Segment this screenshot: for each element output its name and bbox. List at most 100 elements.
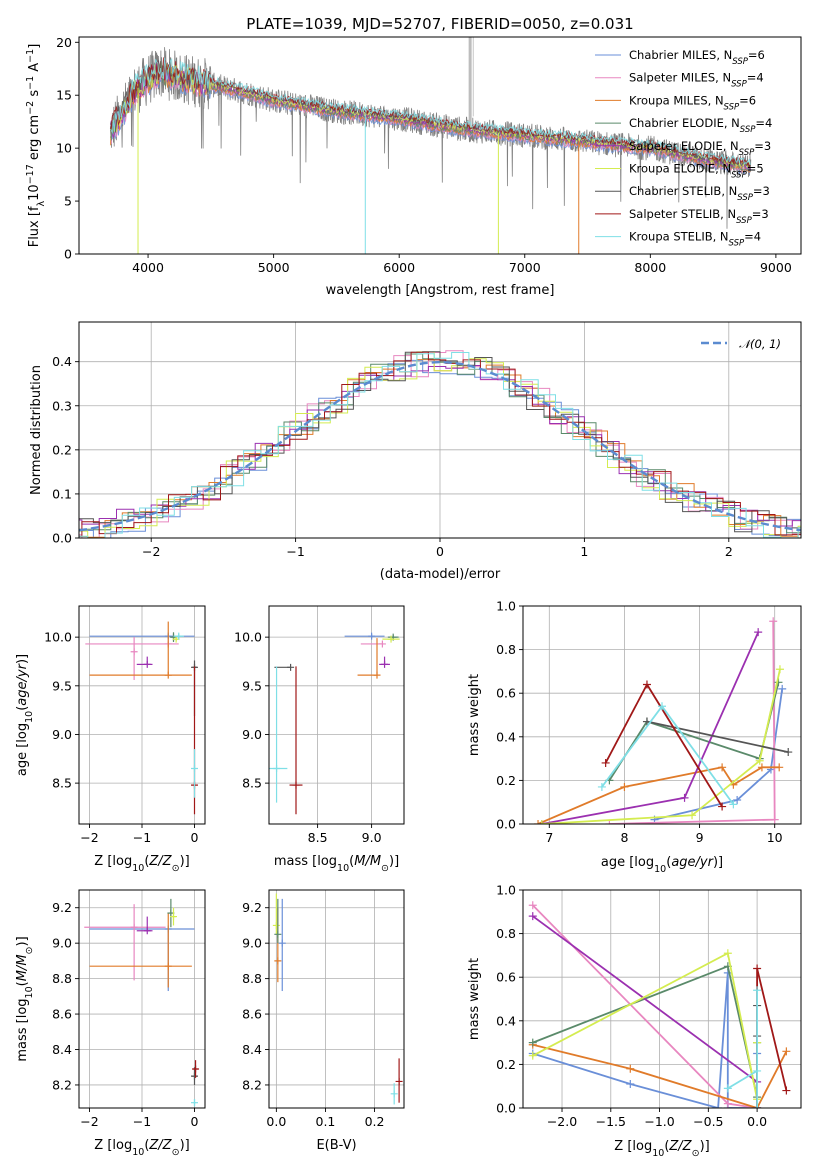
legend-label-chabrier_miles: Chabrier MILES, NSSP=6 — [629, 48, 765, 67]
y-axis-label: mass [log10(M/M⊙)] — [15, 936, 35, 1061]
y-tick-label: 0.0 — [52, 531, 72, 546]
x-tick-label: 0 — [436, 544, 444, 559]
legend-label-part: SSP — [737, 193, 753, 203]
y-tick-label: 9.0 — [242, 936, 262, 951]
weight-line-chabrier_miles — [532, 972, 758, 1108]
x-tick-label: 0.0 — [747, 1114, 767, 1129]
legend-label-part: Salpeter ELODIE, N — [629, 139, 739, 153]
weight-line-salpeter_stelib — [756, 968, 788, 1108]
point-marker-chabrier_stelib — [287, 663, 295, 671]
histogram-chabrier_stelib — [79, 351, 801, 533]
weight-marker-kroupa_miles — [718, 763, 727, 772]
y-tick-label: 0.6 — [496, 686, 516, 701]
label-part: Z/Z — [668, 1139, 692, 1154]
label-part: ⊙ — [692, 1148, 700, 1159]
x-tick-label: 0.2 — [365, 1114, 385, 1129]
y-axis-label: mass weight — [467, 674, 482, 756]
weight-marker-salpeter_stelib — [753, 964, 762, 973]
label-part: 10 — [24, 711, 35, 723]
label-part: Z/Z — [148, 1138, 172, 1153]
weight-marker-salpeter_miles — [528, 901, 537, 910]
y-tick-label: 0.3 — [52, 398, 72, 413]
weight-line-kroupa_stelib — [727, 990, 758, 1108]
y-tick-label: 8.8 — [52, 971, 72, 986]
label-part: 10 — [24, 986, 35, 998]
y-tick-label: 0.2 — [52, 442, 72, 457]
weight-marker-kroupa_stelib — [753, 1104, 762, 1108]
x-tick-label: −1.0 — [644, 1114, 674, 1129]
y-tick-label: 10 — [56, 141, 72, 156]
plot-area — [79, 350, 801, 538]
y-tick-label: 9.2 — [52, 900, 72, 915]
label-part: 10 — [132, 1147, 144, 1158]
x-axis-label: Z [log10(Z/Z⊙)] — [94, 854, 189, 874]
x-axis-label: E(B-V) — [316, 1138, 356, 1153]
weight-marker-salpeter_elodie — [754, 628, 763, 637]
label-part: 10 — [337, 863, 349, 874]
label-part: −1 — [25, 76, 36, 90]
point-marker-kroupa_miles — [274, 957, 282, 965]
legend-label-part: =4 — [747, 71, 764, 85]
label-part: 10 — [654, 864, 666, 875]
y-tick-label: 9.0 — [52, 727, 72, 742]
point-marker-kroupa_stelib — [175, 632, 183, 640]
weight-marker-kroupa_miles — [620, 782, 629, 791]
point-marker-salpeter_stelib — [292, 781, 300, 789]
label-part: ⊙ — [24, 947, 35, 955]
point-marker-kroupa_elodie — [170, 913, 177, 921]
y-tick-label: 1.0 — [496, 883, 516, 898]
plot-area — [109, 37, 752, 254]
legend-label-normal: 𝒩(0, 1) — [739, 337, 781, 351]
label-part: s — [27, 90, 42, 101]
point-marker-salpeter_stelib — [395, 1077, 403, 1085]
y-tick-label: 0.8 — [496, 642, 516, 657]
legend-label-part: =4 — [755, 116, 772, 130]
label-part: mass [log — [15, 998, 30, 1061]
y-tick-label: 8.2 — [52, 1077, 72, 1092]
legend-label-chabrier_elodie: Chabrier ELODIE, NSSP=4 — [629, 116, 772, 135]
legend-label-salpeter_stelib: Salpeter STELIB, NSSP=3 — [629, 207, 769, 226]
label-part: E(B-V) — [316, 1138, 356, 1153]
normal-reference-curve — [79, 360, 801, 532]
weight-marker-salpeter_elodie — [680, 793, 689, 802]
x-tick-label: −0.5 — [693, 1114, 723, 1129]
weight-marker-kroupa_miles — [775, 763, 784, 772]
plot-area — [84, 898, 200, 1107]
label-part: 10 — [27, 184, 42, 201]
x-tick-label: 8000 — [634, 260, 666, 275]
label-part: erg cm — [27, 115, 42, 164]
weight-marker-kroupa_elodie — [688, 811, 697, 820]
y-tick-label: 1.0 — [496, 599, 516, 614]
legend-label-part: SSP — [729, 239, 745, 249]
point-marker-kroupa_elodie — [387, 635, 395, 643]
y-tick-label: 5 — [64, 194, 72, 209]
plot-area — [272, 893, 403, 1105]
weight-marker-chabrier_elodie — [528, 1038, 537, 1047]
weight-marker-salpeter_miles — [723, 1099, 732, 1108]
x-tick-label: −1 — [286, 544, 304, 559]
plot-area — [528, 901, 791, 1108]
weight-marker-kroupa_elodie — [528, 1051, 537, 1060]
label-part: λ — [36, 200, 47, 206]
weight-marker-salpeter_elodie — [528, 912, 537, 921]
x-axis-label: (data-model)/error — [380, 567, 501, 582]
point-marker-salpeter_miles — [130, 923, 138, 931]
label-part: )] — [15, 654, 30, 664]
y-tick-label: 10.0 — [44, 630, 72, 645]
weight-marker-kroupa_elodie — [723, 949, 732, 958]
weight-marker-kroupa_miles — [534, 820, 543, 824]
legend-label-kroupa_elodie: Kroupa ELODIE, NSSP=5 — [629, 162, 764, 181]
x-tick-label: −2 — [142, 544, 160, 559]
legend-label-part: SSP — [724, 102, 740, 112]
y-tick-label: 0.0 — [496, 817, 516, 832]
weight-marker-salpeter_stelib — [601, 758, 610, 767]
legend-label-part: SSP — [740, 125, 756, 135]
weight-marker-kroupa_elodie — [775, 665, 784, 674]
weight-vs-metallicity-panel: −2.0 −1.5 −1.0 −0.5 0.0 0.0 0.2 0.4 0.6 0.8 1.0 Z [… — [467, 883, 802, 1159]
y-tick-label: 0.4 — [496, 1013, 516, 1028]
point-marker-salpeter_miles — [378, 640, 386, 648]
histogram-kroupa_stelib — [79, 352, 801, 538]
weight-marker-chabrier_miles — [626, 1080, 635, 1089]
y-tick-label: 15 — [56, 88, 72, 103]
legend-label-part: SSP — [739, 148, 755, 158]
